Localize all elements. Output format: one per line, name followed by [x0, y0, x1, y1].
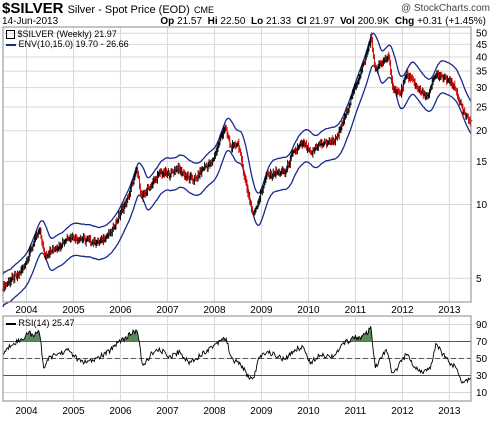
- legend-envelope-swatch: [6, 43, 16, 46]
- price-y-tick-label: 20: [476, 126, 488, 137]
- price-x-tick-label: 2006: [109, 305, 132, 316]
- price-x-tick-label: 2008: [203, 305, 226, 316]
- low-value: 21.33: [265, 16, 292, 27]
- change-value: +0.31 (+1.45%): [417, 16, 486, 27]
- close-label: Cl: [296, 16, 307, 27]
- rsi-x-tick-label: 2007: [156, 406, 179, 417]
- price-grid: [3, 27, 471, 302]
- legend-price-label: $SILVER (Weekly) 21.97: [17, 29, 117, 39]
- price-panel-frame: [2, 26, 472, 303]
- price-x-tick-label: 2004: [15, 305, 38, 316]
- legend-price-swatch: [6, 30, 15, 40]
- legend-rsi-label: RSI(14) 25.47: [18, 318, 75, 328]
- rsi-line: [2, 326, 472, 384]
- rsi-x-tick-label: 2013: [438, 406, 461, 417]
- quote-date: 14-Jun-2013: [2, 16, 59, 27]
- chart-title: $SILVER Silver - Spot Price (EOD) CME: [2, 0, 214, 17]
- price-legend: $SILVER (Weekly) 21.97 ENV(10,15.0) 19.7…: [6, 29, 129, 49]
- rsi-x-tick-label: 2006: [109, 406, 132, 417]
- open-value: 21.57: [177, 16, 203, 27]
- rsi-y-tick-label: 30: [476, 371, 488, 382]
- watermark: @ StockCharts.com: [400, 3, 490, 14]
- rsi-x-axis: 2004 2005 2006 2007 2008 2009 2010 2011 2012 2013: [15, 406, 461, 417]
- legend-envelope-label: ENV(10,15.0) 19.70 - 26.66: [18, 39, 129, 50]
- price-x-tick-label: 2011: [345, 305, 367, 316]
- rsi-grid: [3, 316, 471, 401]
- rsi-overbought-area: [350, 326, 372, 342]
- rsi-x-tick-label: 2004: [15, 406, 38, 417]
- legend-rsi-swatch: [6, 322, 16, 325]
- price-y-tick-label: 30: [476, 83, 488, 94]
- rsi-y-tick-label: 70: [476, 337, 488, 348]
- description: Silver - Spot Price (EOD): [67, 4, 190, 16]
- rsi-legend: RSI(14) 25.47: [6, 318, 75, 328]
- price-y-tick-label: 10: [476, 200, 488, 211]
- volume-label: Vol: [339, 16, 355, 27]
- rsi-x-tick-label: 2009: [250, 406, 273, 417]
- rsi-y-tick-label: 50: [476, 354, 488, 365]
- price-x-axis: 2004 2005 2006 2007 2008 2009 2010 2011 2012 2013: [15, 305, 461, 316]
- price-y-tick-label: 25: [476, 102, 488, 113]
- price-y-tick-label: 40: [476, 52, 488, 63]
- close-value: 21.97: [309, 16, 335, 27]
- envelope-upper: [2, 32, 472, 276]
- rsi-x-tick-label: 2005: [62, 406, 85, 417]
- high-label: Hi: [207, 16, 218, 27]
- rsi-series-line: [2, 326, 472, 384]
- rsi-y-tick-label: 90: [476, 320, 488, 331]
- exchange: CME: [194, 5, 214, 15]
- rsi-panel-frame: [2, 315, 472, 402]
- low-label: Lo: [250, 16, 264, 27]
- envelope-bands: [2, 32, 472, 308]
- rsi-y-axis: 10 30 50 70 90: [476, 320, 488, 399]
- price-y-tick-label: 15: [476, 157, 488, 168]
- price-x-tick-label: 2010: [297, 305, 320, 316]
- symbol: $SILVER: [2, 0, 64, 17]
- price-x-tick-label: 2013: [438, 305, 461, 316]
- price-y-tick-label: 45: [476, 40, 488, 51]
- legend-envelope: ENV(10,15.0) 19.70 - 26.66: [6, 39, 129, 49]
- price-y-tick-label: 35: [476, 67, 488, 78]
- rsi-x-tick-label: 2012: [391, 406, 414, 417]
- high-value: 22.50: [220, 16, 246, 27]
- price-x-tick-label: 2005: [62, 305, 85, 316]
- rsi-x-tick-label: 2008: [203, 406, 226, 417]
- price-y-tick-label: 50: [476, 29, 488, 40]
- rsi-overbought-area: [20, 330, 40, 342]
- rsi-y-tick-label: 10: [476, 388, 488, 399]
- volume-value: 200.9K: [357, 16, 390, 27]
- rsi-overbought-fill: [20, 326, 372, 342]
- change-label: Chg: [394, 16, 415, 27]
- price-x-tick-label: 2012: [391, 305, 414, 316]
- price-y-tick-label: 5: [476, 274, 482, 285]
- open-label: Op: [160, 16, 175, 27]
- legend-price: $SILVER (Weekly) 21.97: [6, 29, 129, 40]
- envelope-lower: [2, 64, 472, 308]
- quote-values: Op 21.57 Hi 22.50 Lo 21.33 Cl 21.97 Vol …: [160, 16, 486, 27]
- rsi-x-tick-label: 2010: [297, 406, 320, 417]
- rsi-x-tick-label: 2011: [345, 406, 367, 417]
- price-bars: [1, 32, 473, 292]
- price-x-tick-label: 2009: [250, 305, 273, 316]
- price-x-tick-label: 2007: [156, 305, 179, 316]
